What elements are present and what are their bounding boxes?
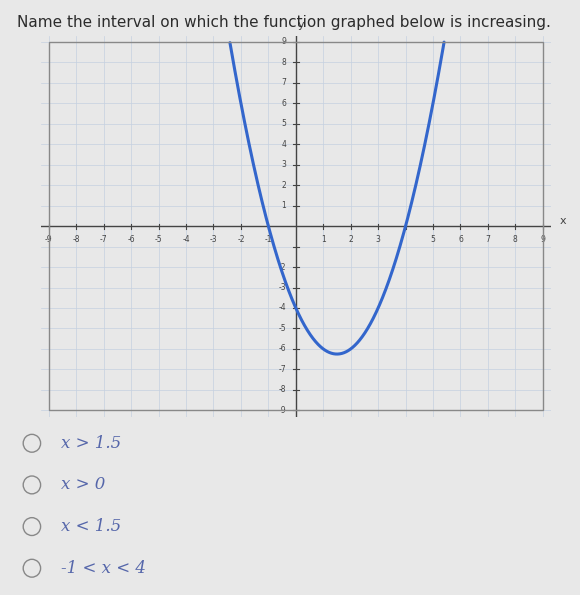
Text: x > 1.5: x > 1.5 xyxy=(61,435,121,452)
Text: 1: 1 xyxy=(321,235,325,245)
Text: -9: -9 xyxy=(45,235,53,245)
Text: 2: 2 xyxy=(349,235,353,245)
Text: 7: 7 xyxy=(485,235,490,245)
Text: -4: -4 xyxy=(182,235,190,245)
Text: 3: 3 xyxy=(281,160,286,169)
Text: -8: -8 xyxy=(72,235,80,245)
Text: 4: 4 xyxy=(281,140,286,149)
Text: 2: 2 xyxy=(281,181,286,190)
Text: -4: -4 xyxy=(278,303,286,312)
Text: -2: -2 xyxy=(279,262,286,271)
Text: x: x xyxy=(559,216,566,226)
Text: -3: -3 xyxy=(278,283,286,292)
Text: -5: -5 xyxy=(278,324,286,333)
Text: x > 0: x > 0 xyxy=(61,477,106,493)
Text: Name the interval on which the function graphed below is increasing.: Name the interval on which the function … xyxy=(17,15,551,30)
Text: -6: -6 xyxy=(128,235,135,245)
Text: -9: -9 xyxy=(278,406,286,415)
Text: -2: -2 xyxy=(237,235,245,245)
Text: 9: 9 xyxy=(541,235,545,245)
Text: -3: -3 xyxy=(209,235,218,245)
Text: 8: 8 xyxy=(281,58,286,67)
Text: 1: 1 xyxy=(281,201,286,210)
Text: -1 < x < 4: -1 < x < 4 xyxy=(61,560,146,577)
Text: 5: 5 xyxy=(430,235,436,245)
Text: -1: -1 xyxy=(264,235,272,245)
Text: 5: 5 xyxy=(281,119,286,129)
Text: 9: 9 xyxy=(281,37,286,46)
Text: x < 1.5: x < 1.5 xyxy=(61,518,121,535)
Text: -7: -7 xyxy=(278,365,286,374)
Text: 3: 3 xyxy=(376,235,380,245)
Text: 7: 7 xyxy=(281,79,286,87)
Text: y: y xyxy=(298,20,304,30)
Text: 6: 6 xyxy=(458,235,463,245)
Text: -8: -8 xyxy=(279,386,286,394)
Text: 8: 8 xyxy=(513,235,518,245)
Text: -7: -7 xyxy=(100,235,107,245)
Text: 6: 6 xyxy=(281,99,286,108)
Text: -6: -6 xyxy=(278,345,286,353)
Text: -5: -5 xyxy=(155,235,162,245)
